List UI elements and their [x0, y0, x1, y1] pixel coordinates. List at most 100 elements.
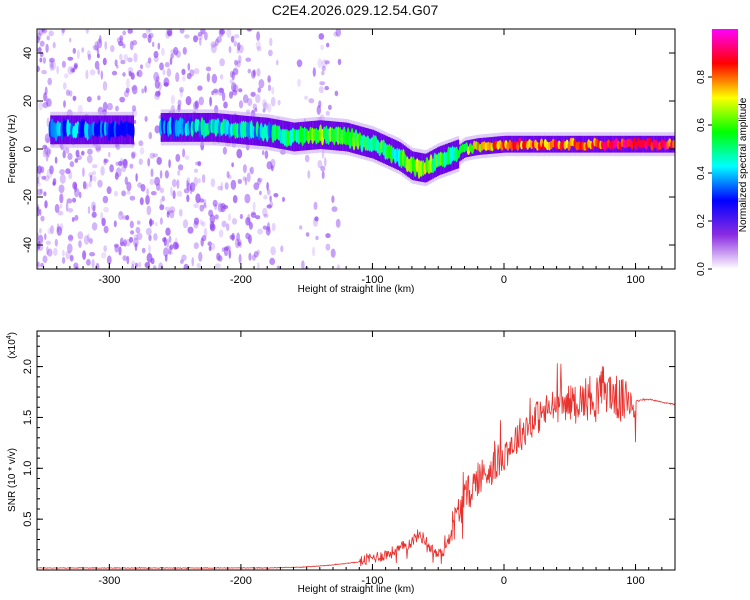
noise-speck: [186, 177, 191, 186]
noise-speck: [102, 81, 108, 91]
track-core: [455, 146, 459, 163]
noise-speck: [70, 65, 75, 74]
noise-speck: [236, 60, 241, 68]
snr-frame: [36, 330, 676, 571]
noise-speck: [38, 101, 43, 111]
noise-speck: [162, 69, 166, 76]
noise-speck: [54, 203, 60, 213]
noise-speck: [255, 93, 261, 104]
noise-speck: [193, 217, 200, 225]
noise-speck: [48, 148, 52, 155]
noise-speck: [297, 78, 301, 87]
noise-speck: [222, 146, 227, 155]
noise-speck: [169, 244, 174, 251]
noise-speck: [325, 233, 331, 239]
noise-speck: [119, 237, 124, 247]
noise-speck: [314, 216, 319, 222]
colorbar-tick-label: 0.4: [696, 166, 707, 180]
noise-speck: [127, 67, 134, 74]
noise-speck: [242, 164, 247, 174]
noise-speck: [65, 250, 71, 260]
noise-speck: [218, 255, 223, 262]
noise-speck: [153, 233, 158, 241]
noise-speck: [148, 234, 152, 241]
noise-speck: [228, 249, 232, 259]
noise-speck: [257, 87, 262, 93]
noise-speck: [48, 30, 54, 37]
noise-speck: [168, 159, 171, 169]
noise-speck: [324, 157, 327, 167]
noise-speck: [126, 190, 131, 195]
noise-speck: [170, 53, 174, 59]
noise-speck: [252, 201, 256, 211]
noise-speck: [75, 149, 80, 158]
noise-speck: [39, 51, 44, 58]
noise-speck: [56, 65, 59, 75]
noise-speck: [135, 173, 138, 182]
noise-speck: [202, 199, 207, 204]
noise-speck: [114, 190, 118, 197]
x-tick-label: -100: [361, 575, 383, 587]
noise-speck: [209, 220, 215, 230]
noise-speck: [116, 37, 123, 44]
noise-speck: [237, 179, 242, 184]
noise-speck: [161, 47, 165, 57]
noise-speck: [168, 245, 172, 255]
noise-speck: [196, 263, 201, 269]
noise-speck: [149, 152, 155, 159]
noise-speck: [224, 182, 229, 190]
noise-speck: [276, 59, 279, 66]
noise-speck: [320, 44, 325, 51]
noise-speck: [137, 261, 142, 268]
noise-speck: [231, 218, 238, 225]
noise-speck: [197, 31, 203, 37]
noise-speck: [256, 46, 262, 52]
noise-speck: [154, 125, 161, 134]
noise-speck: [198, 96, 204, 106]
noise-speck: [126, 181, 132, 192]
noise-speck: [135, 226, 141, 234]
noise-speck: [238, 44, 244, 54]
noise-speck: [304, 95, 308, 100]
noise-speck: [162, 237, 166, 243]
noise-speck: [164, 254, 168, 262]
noise-speck: [199, 204, 204, 212]
noise-speck: [163, 77, 170, 87]
noise-speck: [320, 165, 326, 172]
noise-speck: [256, 262, 260, 269]
noise-speck: [40, 215, 45, 222]
noise-speck: [257, 178, 261, 186]
x-tick-label: 0: [501, 274, 507, 286]
noise-speck: [217, 185, 223, 191]
noise-speck: [62, 256, 66, 264]
noise-speck: [258, 79, 265, 89]
spectrogram-ylabel: Frequency (Hz): [7, 115, 18, 184]
noise-speck: [62, 249, 65, 257]
noise-speck: [91, 201, 96, 212]
noise-speck: [210, 41, 217, 48]
noise-speck: [49, 57, 55, 63]
noise-speck: [136, 69, 143, 78]
noise-speck: [247, 237, 251, 243]
noise-speck: [262, 225, 268, 230]
noise-speck: [335, 29, 342, 37]
noise-speck: [267, 222, 270, 232]
noise-speck: [109, 164, 114, 173]
noise-speck: [92, 45, 99, 51]
noise-speck: [108, 151, 111, 158]
noise-speck: [37, 165, 42, 174]
noise-speck: [152, 41, 155, 48]
noise-speck: [209, 96, 213, 107]
noise-speck: [139, 197, 144, 206]
track-core: [131, 123, 135, 139]
noise-speck: [44, 86, 48, 96]
spectrogram-track-layer: [48, 109, 675, 187]
noise-speck: [155, 90, 161, 97]
snr-chart: -300 -200 -100 0 100 0.5 1.0 1.5 2.0 Height of s…: [6, 330, 676, 595]
noise-speck: [59, 169, 65, 175]
noise-speck: [304, 154, 310, 163]
noise-speck: [72, 197, 77, 203]
noise-speck: [331, 206, 338, 212]
noise-speck: [98, 34, 102, 44]
noise-speck: [229, 79, 234, 84]
